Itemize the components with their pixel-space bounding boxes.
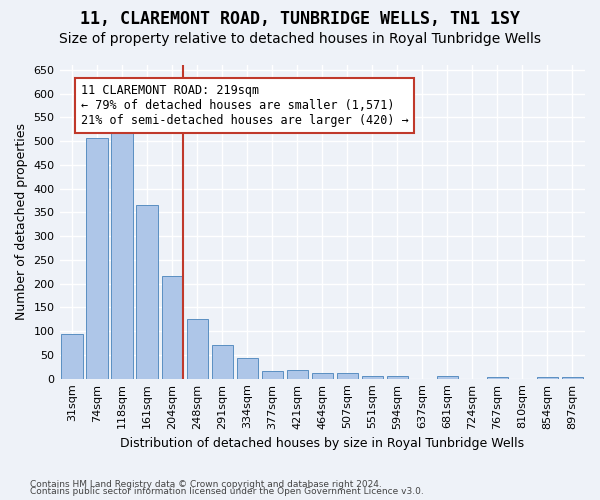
- Bar: [287, 370, 308, 378]
- Text: Size of property relative to detached houses in Royal Tunbridge Wells: Size of property relative to detached ho…: [59, 32, 541, 46]
- Bar: [262, 371, 283, 378]
- Bar: [311, 373, 333, 378]
- Bar: [537, 377, 558, 378]
- Bar: [161, 276, 183, 378]
- Bar: [61, 334, 83, 378]
- Bar: [387, 376, 408, 378]
- Bar: [337, 374, 358, 378]
- Text: Contains HM Land Registry data © Crown copyright and database right 2024.: Contains HM Land Registry data © Crown c…: [30, 480, 382, 489]
- Bar: [187, 319, 208, 378]
- Bar: [86, 138, 108, 378]
- Text: 11 CLAREMONT ROAD: 219sqm
← 79% of detached houses are smaller (1,571)
21% of se: 11 CLAREMONT ROAD: 219sqm ← 79% of detac…: [81, 84, 409, 127]
- Bar: [212, 346, 233, 378]
- Text: 11, CLAREMONT ROAD, TUNBRIDGE WELLS, TN1 1SY: 11, CLAREMONT ROAD, TUNBRIDGE WELLS, TN1…: [80, 10, 520, 28]
- Text: Contains public sector information licensed under the Open Government Licence v3: Contains public sector information licen…: [30, 488, 424, 496]
- Bar: [236, 358, 258, 378]
- Y-axis label: Number of detached properties: Number of detached properties: [15, 124, 28, 320]
- Bar: [136, 205, 158, 378]
- Bar: [437, 376, 458, 378]
- Bar: [362, 376, 383, 378]
- Bar: [112, 127, 133, 378]
- Bar: [562, 377, 583, 378]
- X-axis label: Distribution of detached houses by size in Royal Tunbridge Wells: Distribution of detached houses by size …: [120, 437, 524, 450]
